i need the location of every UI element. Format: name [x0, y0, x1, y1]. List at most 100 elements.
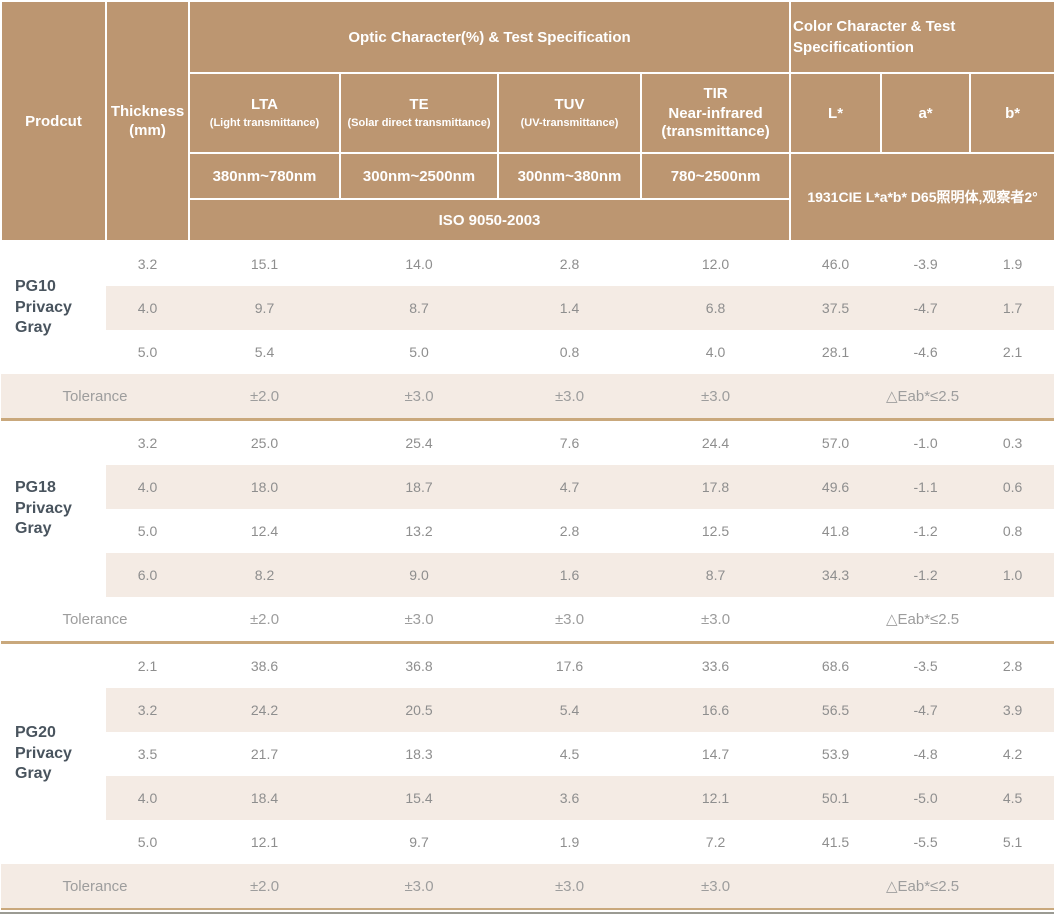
value-cell: 14.0	[340, 241, 498, 286]
table-row: 4.0 18.4 15.4 3.6 12.1 50.1 -5.0 4.5	[1, 776, 1054, 820]
product-cell: PG20 Privacy Gray	[1, 642, 106, 864]
value-cell: 0.8	[498, 330, 641, 374]
value-cell: 24.2	[189, 688, 340, 732]
value-cell: -4.6	[881, 330, 971, 374]
tolerance-color-value: △Eab*≤2.5	[790, 374, 1054, 421]
value-cell: 18.4	[189, 776, 340, 820]
value-cell: 20.5	[340, 688, 498, 732]
value-cell: -1.2	[881, 509, 971, 553]
value-cell: 18.3	[340, 732, 498, 776]
tolerance-color-value: △Eab*≤2.5	[790, 864, 1054, 910]
product-name: PG20	[15, 723, 56, 741]
tolerance-value: ±2.0	[189, 597, 340, 644]
optic-standard: ISO 9050-2003	[187, 198, 792, 242]
header-col-astar: a*	[880, 72, 972, 154]
value-cell: 34.3	[790, 553, 882, 597]
tolerance-value: ±3.0	[340, 597, 498, 644]
value-cell: 1.6	[498, 553, 641, 597]
tolerance-value: ±3.0	[641, 374, 791, 421]
value-cell: 18.7	[340, 465, 498, 509]
range-tuv: 300nm~380nm	[497, 152, 642, 200]
table-row: 5.0 5.4 5.0 0.8 4.0 28.1 -4.6 2.1	[1, 330, 1054, 374]
value-cell: 1.7	[970, 286, 1054, 330]
value-cell: 5.0	[340, 330, 498, 374]
value-cell: 5.4	[189, 330, 340, 374]
tolerance-value: ±3.0	[498, 864, 641, 910]
value-cell: 12.1	[641, 776, 791, 820]
product-subtitle: Privacy Gray	[15, 499, 72, 538]
value-cell: 5.1	[970, 820, 1054, 864]
product-name: PG18	[15, 478, 56, 496]
value-cell: -4.8	[881, 732, 971, 776]
value-cell: -1.1	[881, 465, 971, 509]
value-cell: 3.9	[970, 688, 1054, 732]
thickness-cell: 2.1	[106, 642, 189, 688]
value-cell: 18.0	[189, 465, 340, 509]
header-col-tir: TIR Near-infrared (transmittance)	[639, 72, 792, 154]
col-tuv-subtitle: (UV-transmittance)	[520, 116, 619, 129]
table-row: 4.0 18.0 18.7 4.7 17.8 49.6 -1.1 0.6	[1, 465, 1054, 509]
tolerance-value: ±3.0	[340, 864, 498, 910]
value-cell: 21.7	[189, 732, 340, 776]
value-cell: 1.4	[498, 286, 641, 330]
thickness-cell: 5.0	[106, 330, 189, 374]
tolerance-value: ±3.0	[340, 374, 498, 421]
value-cell: 50.1	[790, 776, 882, 820]
value-cell: 9.7	[340, 820, 498, 864]
tolerance-value: ±3.0	[641, 864, 791, 910]
tolerance-value: ±3.0	[641, 597, 791, 644]
table-row: PG20 Privacy Gray 2.1 38.6 36.8 17.6 33.6 68.6-…	[1, 642, 1054, 864]
thickness-cell: 6.0	[106, 553, 189, 597]
range-tir: 780~2500nm	[639, 152, 792, 200]
product-cell: PG18 Privacy Gray	[1, 419, 106, 597]
thickness-cell: 5.0	[106, 509, 189, 553]
table-row: 4.0 9.7 8.7 1.4 6.8 37.5 -4.7 1.7	[1, 286, 1054, 330]
value-cell: 36.8	[340, 642, 498, 688]
thickness-cell: 3.2	[106, 241, 189, 286]
col-tuv-title: TUV	[554, 96, 585, 114]
value-cell: 41.8	[790, 509, 882, 553]
value-cell: 4.5	[498, 732, 641, 776]
header-product: Prodcut	[0, 0, 107, 242]
value-cell: -3.9	[881, 241, 971, 286]
header-col-bstar: b*	[969, 72, 1054, 154]
table-row: 6.0 8.2 9.0 1.6 8.7 34.3 -1.2 1.0	[1, 553, 1054, 597]
header-color-group: Color Character & Test Specificationtion	[789, 0, 1054, 74]
value-cell: 8.7	[340, 286, 498, 330]
value-cell: 8.7	[641, 553, 791, 597]
value-cell: 12.4	[189, 509, 340, 553]
value-cell: 46.0	[790, 241, 882, 286]
value-cell: 0.3	[970, 419, 1054, 465]
tolerance-value: ±3.0	[498, 597, 641, 644]
value-cell: 15.1	[189, 241, 340, 286]
value-cell: 56.5	[790, 688, 882, 732]
tolerance-label: Tolerance	[1, 864, 189, 910]
value-cell: 13.2	[340, 509, 498, 553]
value-cell: 6.8	[641, 286, 791, 330]
value-cell: 33.6	[641, 642, 791, 688]
value-cell: 1.0	[970, 553, 1054, 597]
value-cell: 17.8	[641, 465, 791, 509]
value-cell: 7.6	[498, 419, 641, 465]
value-cell: 2.8	[970, 642, 1054, 688]
header-col-tuv: TUV (UV-transmittance)	[497, 72, 642, 154]
table-row: 3.2 24.2 20.5 5.4 16.6 56.5 -4.7 3.9	[1, 688, 1054, 732]
value-cell: 2.8	[498, 241, 641, 286]
tolerance-row: Tolerance ±2.0 ±3.0 ±3.0 ±3.0 △Eab*≤2.5	[1, 597, 1054, 644]
value-cell: 38.6	[189, 642, 340, 688]
color-standard: 1931CIE L*a*b* D65照明体,观察者2°	[789, 152, 1054, 242]
value-cell: -4.7	[881, 286, 971, 330]
value-cell: -5.0	[881, 776, 971, 820]
tolerance-color-value: △Eab*≤2.5	[790, 597, 1054, 644]
tolerance-value: ±2.0	[189, 374, 340, 421]
header-color-group-label: Color Character & Test Specificationtion	[793, 18, 956, 56]
product-cell: PG10 Privacy Gray	[1, 241, 106, 374]
product-subtitle: Privacy Gray	[15, 298, 72, 337]
tolerance-value: ±2.0	[189, 864, 340, 910]
value-cell: 2.8	[498, 509, 641, 553]
header-col-lta: LTA (Light transmittance)	[188, 72, 341, 154]
range-te: 300nm~2500nm	[339, 152, 499, 200]
table-row: PG18 Privacy Gray 3.2 25.0 25.4 7.6 24.4 57.0 -1…	[1, 419, 1054, 597]
value-cell: 7.2	[641, 820, 791, 864]
